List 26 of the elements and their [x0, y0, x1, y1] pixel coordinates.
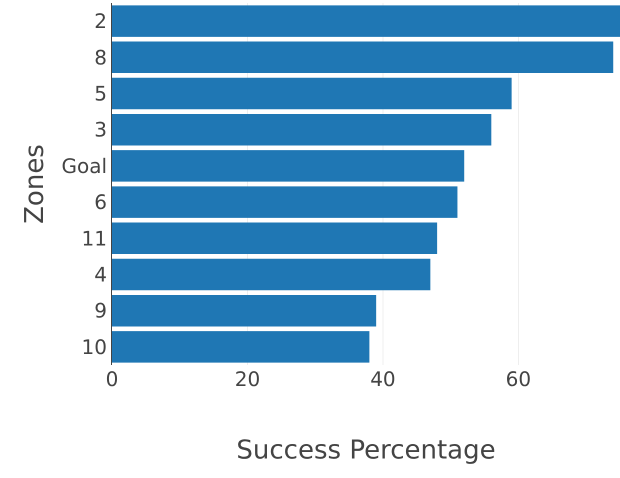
y-tick-label: 10	[82, 334, 107, 359]
bar	[112, 114, 492, 146]
y-tick-label: 3	[94, 118, 107, 142]
y-tick-label: 5	[94, 82, 107, 106]
y-axis-title: Zones	[20, 144, 50, 224]
x-tick-label: 60	[506, 367, 532, 391]
y-tick-label: 6	[94, 190, 107, 214]
bar	[112, 258, 430, 290]
bar	[112, 186, 458, 218]
bar	[112, 78, 512, 110]
y-tick-label: Goal	[61, 154, 107, 178]
y-tick-label: 9	[94, 298, 107, 323]
bar	[112, 331, 370, 363]
bar	[112, 5, 620, 37]
bar	[112, 222, 438, 254]
bar	[112, 42, 614, 74]
bar	[112, 150, 464, 182]
bar	[112, 294, 376, 326]
x-tick-label: 0	[106, 367, 118, 391]
x-tick-label: 40	[370, 367, 396, 391]
y-tick-label: 2	[94, 9, 107, 34]
y-tick-label: 8	[94, 45, 107, 70]
y-tick-label: 4	[94, 262, 107, 286]
x-axis-title: Success Percentage	[236, 436, 496, 466]
y-tick-label: 11	[82, 226, 107, 250]
x-tick-label: 20	[234, 367, 260, 391]
